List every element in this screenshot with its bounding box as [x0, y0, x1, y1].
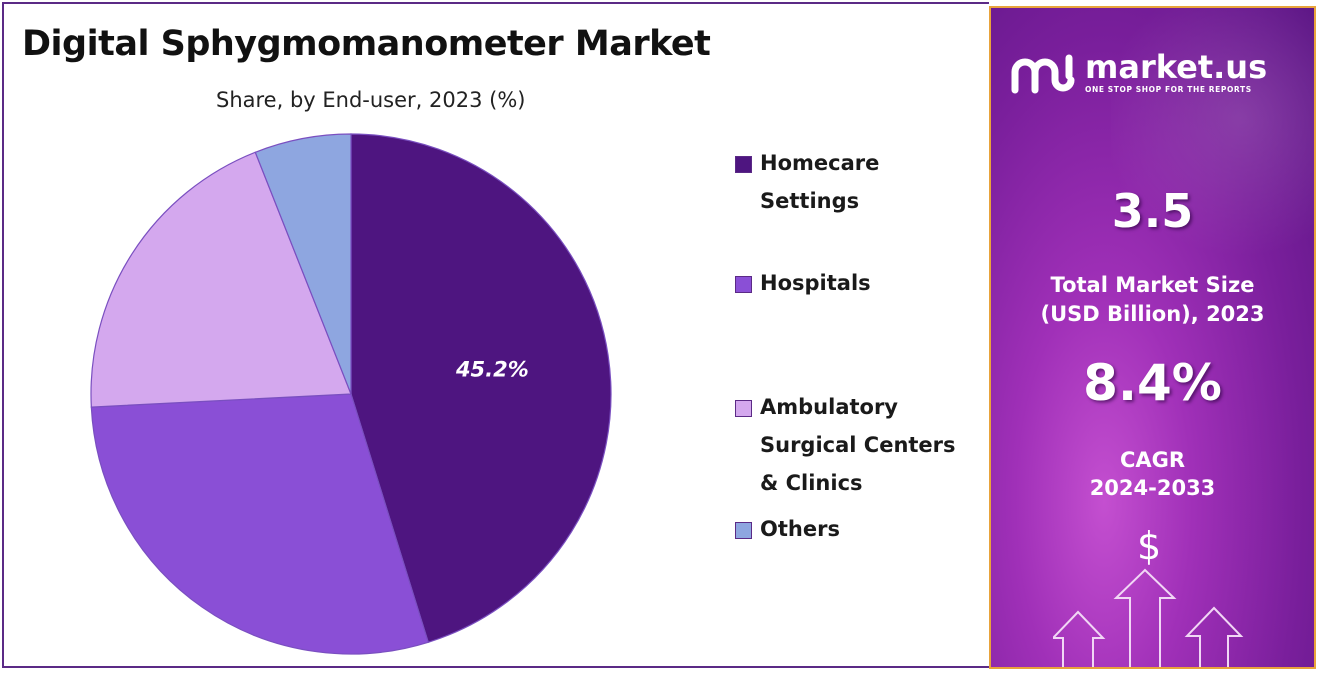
legend-swatch-others — [735, 522, 752, 539]
chart-title: Digital Sphygmomanometer Market — [22, 24, 711, 64]
legend-item-hospitals: Hospitals — [735, 271, 985, 302]
pie-slice-2 — [90, 151, 352, 408]
legend-label-homecare: Homecare Settings — [760, 151, 880, 213]
growth-arrows-icon — [1053, 568, 1244, 667]
legend-label-ambulatory: Ambulatory Surgical Centers & Clinics — [760, 395, 956, 495]
pie-slice-0 — [350, 133, 612, 644]
legend-swatch-homecare — [735, 156, 752, 173]
market-size-label-line2: (USD Billion), 2023 — [1040, 302, 1265, 326]
market-size-label-line1: Total Market Size — [1050, 273, 1255, 297]
stats-panel: market.us ONE STOP SHOP FOR THE REPORTS … — [989, 6, 1316, 669]
dollar-icon: $ — [1137, 524, 1162, 568]
legend-swatch-hospitals — [735, 276, 752, 293]
pie-slice-3 — [254, 133, 352, 395]
legend-item-others: Others — [735, 517, 985, 548]
legend-label-others: Others — [760, 517, 840, 541]
cagr-label-line2: 2024-2033 — [1089, 476, 1216, 500]
legend-item-homecare: Homecare Settings — [735, 151, 985, 220]
legend-swatch-ambulatory — [735, 400, 752, 417]
market-size-value: 3.5 — [1111, 184, 1194, 238]
pie-chart: 45.2% — [90, 133, 612, 655]
cagr-label-line1: CAGR — [1119, 448, 1186, 472]
cagr-value: 8.4% — [1083, 354, 1222, 412]
brand-tagline: ONE STOP SHOP FOR THE REPORTS — [1085, 84, 1252, 94]
brand-name: market.us — [1085, 47, 1268, 86]
brand-logo: market.us ONE STOP SHOP FOR THE REPORTS — [1011, 50, 1267, 94]
chart-frame: Digital Sphygmomanometer Market Share, b… — [2, 2, 989, 668]
market-us-logo-icon — [1011, 54, 1075, 94]
pie-slice-label-0: 45.2% — [455, 358, 529, 382]
legend-label-hospitals: Hospitals — [760, 271, 871, 295]
chart-subtitle: Share, by End-user, 2023 (%) — [216, 88, 526, 112]
pie-slice-1 — [90, 393, 429, 655]
panel-glow — [1111, 8, 1314, 268]
legend-item-ambulatory: Ambulatory Surgical Centers & Clinics — [735, 395, 985, 502]
